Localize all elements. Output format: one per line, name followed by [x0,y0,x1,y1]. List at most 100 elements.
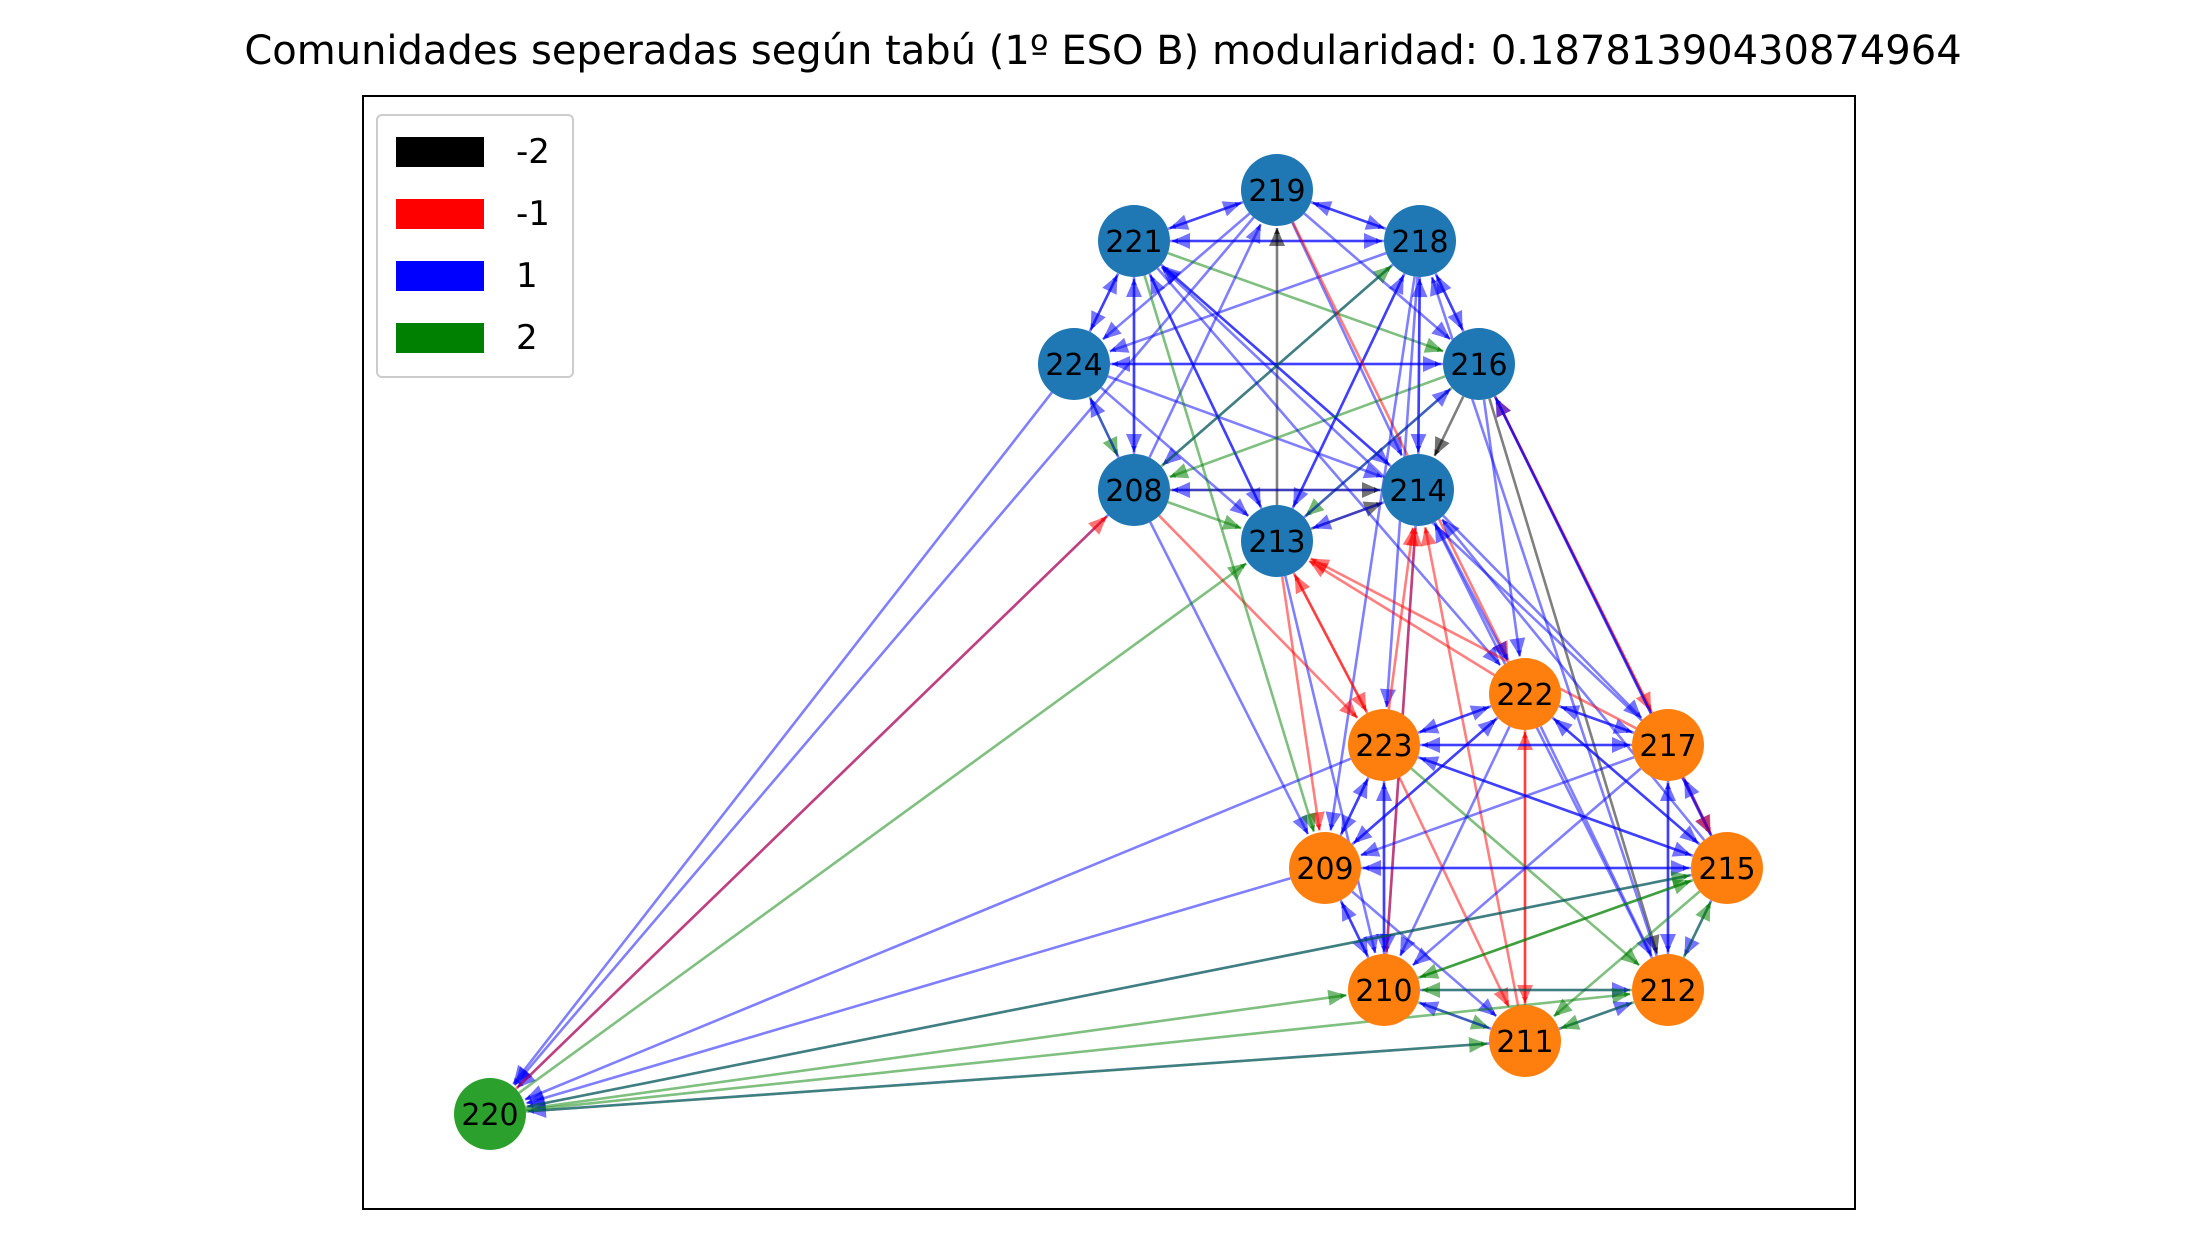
node-label: 218 [1391,225,1448,260]
node-circle [1382,454,1454,526]
edge-arrowhead [1493,987,1509,1007]
edge-211-214 [1423,527,1520,1006]
edge-arrowhead [1221,514,1242,530]
edge-220-215 [525,873,1690,1109]
edge-arrowhead [1670,871,1690,887]
edge-arrowhead [1341,902,1357,922]
edge-arrowhead [1422,737,1440,753]
edge-arrowhead [1553,998,1573,1017]
edge-arrowhead [1102,321,1122,340]
node-208: 208 [1098,454,1170,526]
edge-224-214 [1107,375,1383,479]
edge-arrowhead [1509,637,1526,657]
edge-arrowhead [1380,688,1396,708]
edge-arrowhead [1477,998,1497,1017]
edge-arrowhead [1325,811,1342,831]
node-circle [1489,658,1561,730]
node-label: 211 [1496,1025,1553,1060]
edge-arrowhead [1372,266,1392,284]
edge-219-220 [513,216,1255,1086]
node-label: 212 [1639,974,1696,1009]
edge-220-212 [525,991,1631,1112]
edge-arrowhead [1431,321,1451,340]
edge-arrowhead [1469,705,1490,721]
edge-arrowhead [1312,514,1333,530]
edge-arrowhead [1327,989,1347,1006]
edge-217-213 [1310,557,1637,730]
edge-220-211 [525,1041,1488,1113]
edge-216-222 [1482,399,1522,657]
edge-arrowhead [1363,860,1381,876]
node-circle [454,1078,526,1150]
legend-label: 2 [516,318,538,358]
edge-arrowhead [1419,756,1440,772]
plot-frame [362,95,1856,1210]
edge-222-213 [1308,559,1496,677]
nodes-layer: 219 221 218 224 216 208 214 213 222 223 217 209 215 2… [454,154,1763,1150]
chart-title: Comunidades seperadas según tabú (1º ESO… [244,28,1962,74]
node-215: 215 [1691,832,1763,904]
node-label: 208 [1105,474,1162,509]
edge-arrowhead [1088,516,1107,535]
node-label: 214 [1389,474,1446,509]
legend-swatch [396,137,484,167]
edge-223-213 [1293,574,1369,714]
legend-label: 1 [516,256,538,296]
edge-209-211 [1351,890,1498,1018]
edge-215-223 [1419,756,1694,858]
edge-arrowhead [1169,214,1190,230]
node-circle [1691,832,1763,904]
legend: -2 -1 1 2 [376,114,574,378]
node-218: 218 [1384,205,1456,277]
node-219: 219 [1241,154,1313,226]
edge-arrowhead [1269,228,1285,246]
node-label: 210 [1355,974,1412,1009]
edge-208-218 [1160,265,1393,468]
edge-arrowhead [1294,574,1311,595]
edge-arrowhead [1362,463,1383,479]
edge-220-208 [514,515,1108,1090]
node-circle [1098,454,1170,526]
edge-arrowhead [1553,718,1573,737]
edge-209-222 [1351,717,1498,846]
edge-arrowhead [1301,812,1317,832]
edge-arrowhead [1312,201,1333,217]
legend-item-pos1: 1 [396,256,538,296]
edge-arrowhead [1620,947,1640,966]
edge-arrowhead [513,1064,531,1084]
edge-arrowhead [1352,779,1368,799]
edge-arrowhead [1611,987,1631,1004]
edge-arrowhead [1229,498,1249,516]
edge-arrowhead [1109,337,1130,353]
node-210: 210 [1348,954,1420,1026]
edge-arrowhead [1227,563,1247,581]
legend-swatch [396,261,484,291]
node-label: 222 [1496,678,1553,713]
node-circle [1489,1005,1561,1077]
edge-arrowhead [1660,783,1676,801]
edge-223-220 [524,757,1352,1101]
edge-arrowhead [1410,433,1427,452]
legend-swatch [396,323,484,353]
edge-arrowhead [1126,279,1142,297]
node-label: 220 [461,1098,518,1133]
edge-arrowhead [1517,732,1533,750]
edge-arrowhead [1172,233,1190,249]
node-circle [1241,154,1313,226]
edge-213-210 [1284,575,1377,954]
edge-210-215 [1417,879,1692,980]
edge-213-218 [1291,274,1405,510]
edge-221-222 [1156,267,1502,667]
edge-arrowhead [1468,1037,1488,1053]
node-216: 216 [1443,328,1515,400]
node-circle [1384,205,1456,277]
node-217: 217 [1632,709,1704,781]
edge-arrowhead [1310,558,1331,574]
node-circle [1348,954,1420,1026]
node-212: 212 [1632,954,1704,1026]
node-label: 223 [1355,729,1412,764]
edge-arrowhead [1423,337,1444,353]
edge-arrowhead [1636,936,1652,956]
node-223: 223 [1348,709,1420,781]
